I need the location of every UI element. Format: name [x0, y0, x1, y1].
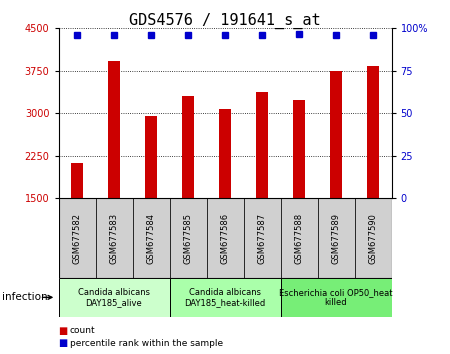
Text: GSM677583: GSM677583 [109, 212, 118, 264]
Bar [181, 96, 194, 198]
Bar [256, 92, 269, 198]
Bar [58, 278, 170, 317]
Text: GSM677590: GSM677590 [369, 213, 378, 263]
Text: ■: ■ [58, 338, 68, 348]
Bar [58, 198, 95, 278]
Bar [318, 198, 355, 278]
Text: Escherichia coli OP50_heat
killed: Escherichia coli OP50_heat killed [279, 288, 393, 307]
Bar [71, 162, 84, 198]
Bar [292, 100, 306, 198]
Text: GSM677588: GSM677588 [294, 212, 303, 264]
Bar [329, 71, 342, 198]
Text: GSM677585: GSM677585 [184, 212, 193, 264]
Bar [280, 198, 318, 278]
Text: GSM677582: GSM677582 [72, 212, 81, 264]
Text: count: count [70, 326, 95, 336]
Bar [355, 198, 392, 278]
Text: Candida albicans
DAY185_alive: Candida albicans DAY185_alive [78, 288, 150, 307]
Bar [144, 116, 158, 198]
Text: GSM677586: GSM677586 [220, 212, 230, 264]
Bar [108, 61, 121, 198]
Bar [367, 66, 379, 198]
Text: GSM677584: GSM677584 [147, 212, 156, 264]
Bar [170, 278, 280, 317]
Text: Candida albicans
DAY185_heat-killed: Candida albicans DAY185_heat-killed [184, 288, 266, 307]
Bar [243, 198, 280, 278]
Bar [219, 109, 231, 198]
Bar [95, 198, 132, 278]
Text: GSM677587: GSM677587 [257, 212, 266, 264]
Text: GSM677589: GSM677589 [332, 212, 341, 264]
Text: ■: ■ [58, 326, 68, 336]
Text: infection: infection [2, 292, 48, 302]
Text: GDS4576 / 191641_s_at: GDS4576 / 191641_s_at [129, 12, 321, 29]
Bar [132, 198, 170, 278]
Bar [280, 278, 392, 317]
Text: percentile rank within the sample: percentile rank within the sample [70, 339, 223, 348]
Bar [207, 198, 243, 278]
Bar [170, 198, 207, 278]
